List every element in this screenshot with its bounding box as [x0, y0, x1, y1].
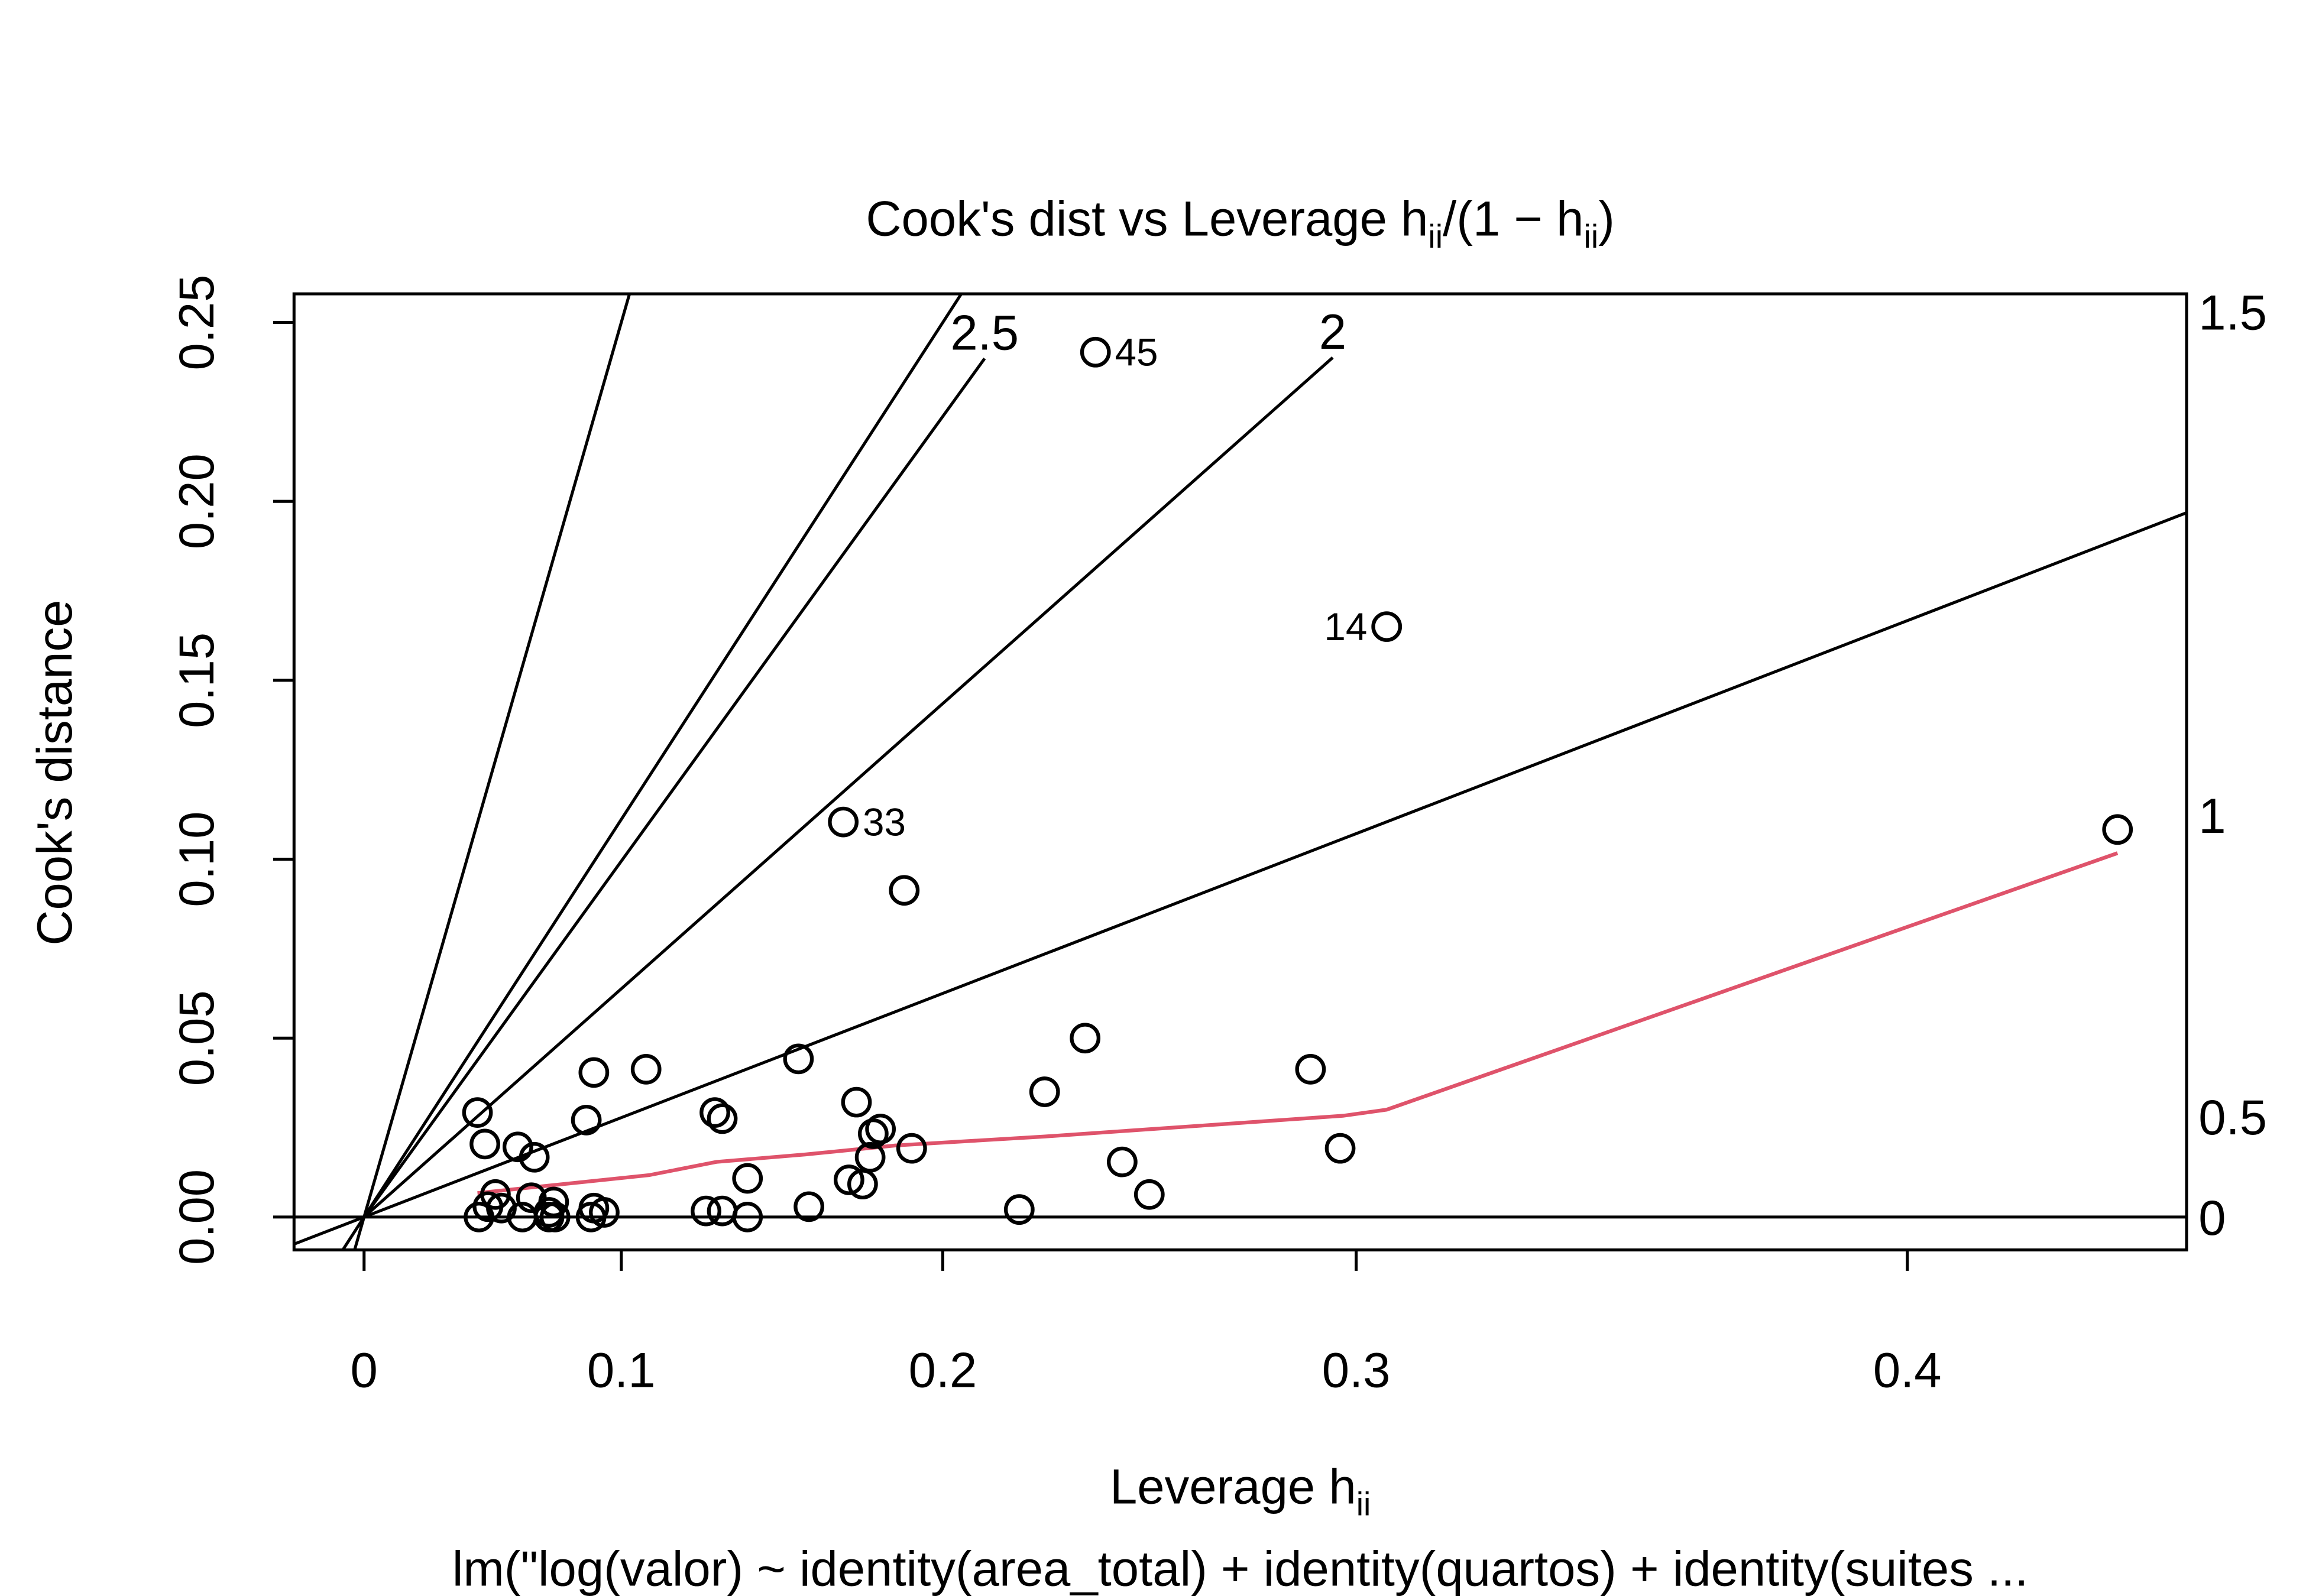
point-label: 33 — [863, 800, 906, 844]
plot-frame — [292, 292, 2188, 1252]
point — [833, 1164, 864, 1195]
y-tick-label: 0.05 — [169, 990, 224, 1086]
point — [841, 1086, 872, 1118]
contour-line — [353, 294, 631, 1250]
point-label: 14 — [1324, 605, 1367, 648]
point — [462, 1097, 493, 1128]
y-tick-label: 0.25 — [169, 275, 224, 371]
contour-line — [294, 511, 2187, 1246]
x-axis-label: Leverage hii — [1110, 1459, 1371, 1523]
point — [630, 1054, 662, 1085]
point — [857, 1118, 889, 1149]
point — [1106, 1146, 1138, 1177]
contour-label: 2.5 — [950, 305, 1019, 360]
y-tick-label: 0.10 — [169, 812, 224, 907]
contour-label: 1 — [2198, 789, 2226, 844]
point — [469, 1128, 500, 1160]
point — [1029, 1076, 1060, 1107]
point — [854, 1141, 886, 1173]
subscript: ii — [1428, 218, 1443, 255]
point — [1080, 336, 1111, 368]
y-tick-label: 0.20 — [169, 453, 224, 549]
x-tick-label: 0 — [351, 1343, 378, 1398]
point — [2102, 814, 2133, 845]
point — [699, 1097, 730, 1128]
y-axis-label: Cook's distance — [27, 600, 82, 946]
contour-label: 0.5 — [2198, 1090, 2267, 1145]
contour-line — [363, 356, 1334, 1218]
point — [794, 1191, 824, 1222]
point — [847, 1169, 878, 1200]
point — [732, 1163, 763, 1194]
point — [538, 1186, 569, 1218]
x-tick-label: 0.4 — [1873, 1343, 1942, 1398]
caption: lm("log(valor) ~ identity(area_total) + … — [452, 1541, 2029, 1596]
x-tick-label: 0.2 — [909, 1343, 977, 1398]
y-tick-label: 0.00 — [169, 1169, 224, 1265]
point — [1003, 1194, 1035, 1225]
point — [1324, 1133, 1356, 1164]
text-part: Cook's dist vs Leverage h — [866, 192, 1428, 246]
point — [732, 1202, 763, 1232]
point-label: 45 — [1115, 330, 1158, 374]
plot-area — [294, 294, 2187, 1250]
point — [502, 1131, 533, 1163]
x-tick-label: 0.3 — [1322, 1343, 1391, 1398]
point — [783, 1043, 814, 1075]
text-part: ) — [1598, 192, 1615, 246]
point — [571, 1104, 602, 1136]
point — [889, 875, 920, 906]
point — [865, 1114, 896, 1144]
point — [1133, 1179, 1165, 1210]
point — [828, 806, 859, 838]
point — [1070, 1023, 1101, 1054]
subscript: ii — [1356, 1486, 1371, 1523]
text-part: Leverage h — [1110, 1459, 1356, 1514]
text-part: /(1 − h — [1443, 192, 1583, 246]
contour-line — [362, 358, 986, 1218]
contour-label: 1.5 — [2198, 286, 2267, 340]
y-tick-label: 0.15 — [169, 632, 224, 728]
point — [578, 1057, 610, 1088]
chart-title: Cook's dist vs Leverage hii/(1 − hii) — [866, 192, 1614, 255]
point — [519, 1141, 550, 1173]
point — [691, 1195, 721, 1227]
point — [896, 1133, 927, 1164]
point — [1371, 611, 1403, 642]
point — [707, 1103, 738, 1134]
contour-label: 0 — [2198, 1190, 2226, 1245]
x-tick-label: 0.1 — [587, 1343, 656, 1398]
point — [589, 1197, 620, 1228]
point — [533, 1202, 565, 1232]
smooth-line — [477, 851, 2119, 1195]
subscript: ii — [1584, 218, 1599, 255]
contour-line — [341, 294, 963, 1250]
point — [1295, 1054, 1326, 1085]
point — [707, 1195, 738, 1227]
contour-label: 2 — [1319, 304, 1346, 359]
point — [480, 1179, 511, 1210]
